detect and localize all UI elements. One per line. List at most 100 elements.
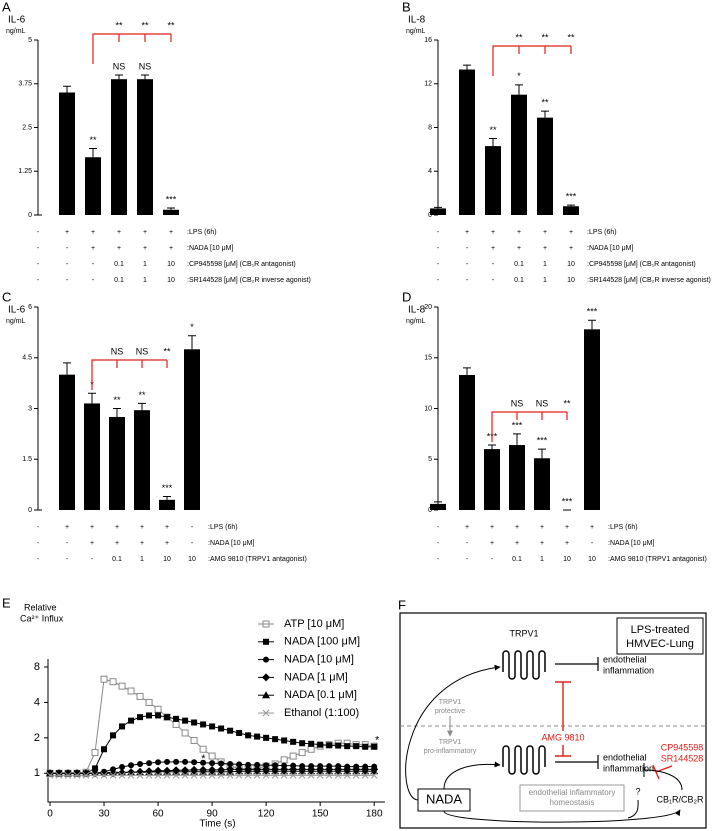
- condition-label: :LPS (6h): [187, 229, 217, 236]
- marker: [136, 772, 144, 779]
- y-title: IL-8: [408, 305, 426, 316]
- inhibition-arrow: [555, 681, 571, 757]
- significance-label: **: [138, 390, 146, 400]
- condition-value: 0.1: [114, 277, 124, 284]
- marker: [371, 743, 378, 750]
- y-unit: ng/mL: [6, 318, 26, 325]
- marker: [370, 767, 379, 775]
- state-label: protective: [435, 708, 465, 715]
- legend-label: Ethanol (1:100): [284, 707, 359, 719]
- error-bar: [63, 362, 71, 375]
- error-bar: [567, 204, 575, 207]
- condition-value: -: [437, 245, 440, 252]
- marker: [145, 772, 153, 779]
- bar: [137, 79, 153, 215]
- marker: [100, 675, 108, 683]
- marker: [235, 767, 244, 775]
- marker: [254, 733, 261, 740]
- comparison-bracket: [492, 45, 572, 76]
- marker: [352, 767, 361, 775]
- condition-value: +: [117, 229, 121, 236]
- y-unit: ng/mL: [6, 28, 26, 35]
- outcome-label: inflammation: [603, 665, 654, 675]
- marker: [91, 749, 99, 757]
- condition-label: :NADA [10 μM]: [208, 540, 254, 547]
- condition-value: -: [437, 540, 440, 547]
- condition-value: -: [591, 540, 594, 547]
- title-box: [616, 617, 704, 655]
- y-tick-label: 1: [34, 767, 40, 779]
- marker: [209, 760, 216, 767]
- marker: [154, 705, 162, 713]
- condition-value: +: [465, 229, 469, 236]
- marker: [272, 762, 279, 769]
- error-bar: [163, 495, 171, 500]
- condition-label: :AMG 9810 (TRPV1 antagonist): [208, 556, 307, 563]
- error-bar: [538, 448, 546, 459]
- marker: [127, 687, 135, 695]
- condition-value: +: [65, 524, 69, 531]
- diagram-title: LPS-treated: [631, 624, 690, 636]
- bracket-label: NS: [136, 346, 149, 356]
- marker: [298, 772, 306, 779]
- bar: [430, 503, 446, 510]
- condition-value: -: [492, 261, 495, 268]
- significance-label: **: [489, 125, 497, 135]
- error-bar: [434, 501, 442, 504]
- marker: [299, 740, 306, 747]
- condition-value: -: [466, 277, 469, 284]
- condition-value: +: [491, 245, 495, 252]
- y-unit: Ca²⁺ Influx: [20, 613, 64, 623]
- marker: [236, 761, 243, 768]
- marker: [370, 772, 378, 779]
- x-tick-label: 90: [207, 809, 219, 820]
- panel-letter: D: [402, 289, 411, 304]
- marker: [290, 738, 297, 745]
- bar: [430, 208, 446, 215]
- marker: [190, 772, 198, 779]
- condition-value: -: [37, 540, 40, 547]
- inhibitor-label: SR144528: [661, 753, 704, 763]
- marker: [146, 712, 153, 719]
- error-bar: [515, 84, 523, 95]
- marker: [181, 772, 189, 779]
- condition-value: +: [565, 524, 569, 531]
- condition-value: -: [37, 229, 40, 236]
- condition-value: +: [91, 245, 95, 252]
- marker: [316, 767, 325, 775]
- marker: [280, 756, 288, 764]
- error-bar: [63, 85, 71, 93]
- marker: [317, 741, 324, 748]
- significance-label: NS: [139, 61, 152, 71]
- condition-value: +: [543, 229, 547, 236]
- marker: [245, 732, 252, 739]
- condition-label: :NADA [10 μM]: [587, 245, 633, 252]
- x-tick-label: 180: [366, 809, 383, 820]
- significance-label: *: [190, 322, 194, 332]
- marker: [119, 723, 126, 730]
- inhibitor-label: AMG 9810: [541, 732, 584, 742]
- y-tick-label: 3.75: [18, 81, 32, 88]
- condition-value: -: [437, 277, 440, 284]
- y-tick-label: 4: [34, 696, 40, 708]
- error-bar: [141, 74, 149, 80]
- marker: [218, 760, 225, 767]
- y-tick-label: 0: [28, 212, 32, 219]
- marker: [73, 772, 81, 779]
- marker: [191, 759, 198, 766]
- condition-value: +: [165, 540, 169, 547]
- condition-value: -: [37, 245, 40, 252]
- error-bar: [463, 367, 471, 376]
- condition-value: 1: [143, 261, 147, 268]
- error-bar: [89, 148, 97, 158]
- annotation: *: [375, 734, 380, 746]
- axes: [47, 659, 385, 803]
- y-unit: ng/mL: [406, 318, 426, 325]
- marker: [163, 772, 171, 779]
- state-label: TRPV1: [439, 699, 462, 706]
- marker: [200, 759, 207, 766]
- condition-value: -: [37, 277, 40, 284]
- condition-label: :LPS (6h): [208, 524, 238, 531]
- marker: [155, 712, 162, 719]
- y-tick-label: 1.5: [22, 456, 32, 463]
